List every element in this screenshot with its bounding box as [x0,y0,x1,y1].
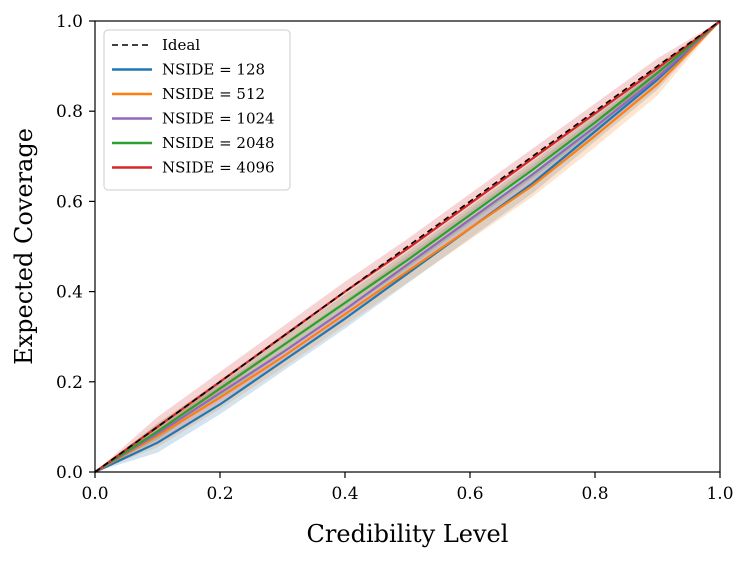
line-series-2 [94,20,721,473]
y-tick-label: 0.0 [56,463,83,483]
line-series-5 [94,20,721,473]
ideal-line [94,20,721,473]
legend-label: NSIDE = 512 [162,85,265,103]
x-axis-ticks: 0.0 0.2 0.4 0.6 0.8 1.0 [81,472,734,504]
y-axis-label: Expected Coverage [10,128,38,365]
y-axis-ticks: 0.0 0.2 0.4 0.6 0.8 1.0 [56,12,95,483]
y-tick-label: 0.2 [56,373,83,393]
y-tick-label: 1.0 [56,12,83,32]
legend-label: Ideal [162,36,200,54]
line-series-4 [94,20,721,473]
x-axis-label: Credibility Level [307,520,509,548]
y-tick-label: 0.6 [56,192,83,212]
plot-frame [94,20,721,473]
legend-label: NSIDE = 4096 [162,159,275,177]
x-tick-label: 0.4 [331,484,358,504]
x-tick-label: 0.6 [456,484,483,504]
ideal-line-group [94,20,721,473]
legend-label: NSIDE = 1024 [162,110,275,128]
legend-label: NSIDE = 2048 [162,134,275,152]
x-tick-label: 0.0 [81,484,108,504]
y-tick-label: 0.8 [56,102,83,122]
legend: Ideal NSIDE = 128 NSIDE = 512 NSIDE = 1024 N… [103,29,291,191]
line-series-3 [94,20,721,473]
series-lines [94,20,721,473]
x-tick-label: 1.0 [706,484,733,504]
legend-label: NSIDE = 128 [162,61,265,79]
x-tick-label: 0.8 [581,484,608,504]
y-tick-label: 0.4 [56,283,83,303]
x-tick-label: 0.2 [206,484,233,504]
line-series-1 [94,20,721,473]
